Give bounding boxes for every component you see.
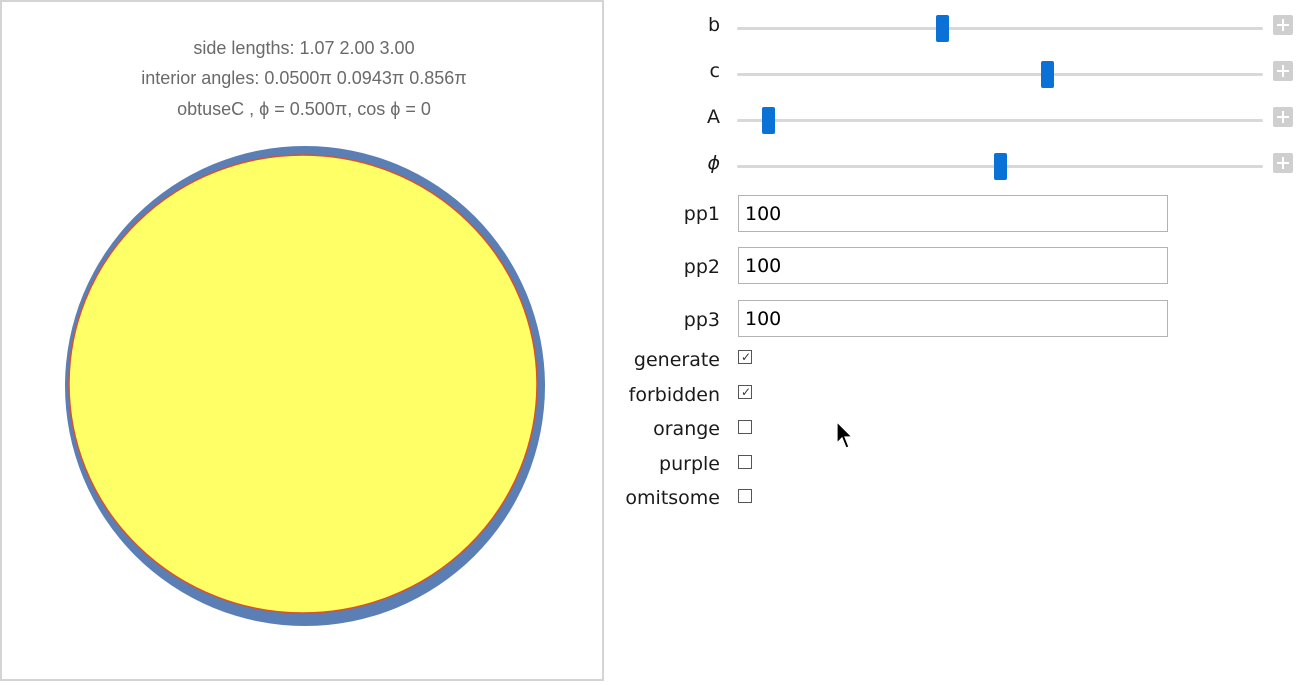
caption-angle-phi: obtuseC , ϕ = 0.500π, cos ϕ = 0 [177, 99, 431, 119]
pp2-input[interactable] [738, 247, 1168, 284]
slider-b-thumb[interactable] [935, 15, 949, 42]
caption-side-lengths: side lengths: 1.07 2.00 3.00 [193, 38, 415, 58]
omitsome-checkbox[interactable] [738, 489, 752, 503]
slider-b-plus-button[interactable] [1273, 15, 1293, 35]
slider-a-label: A [707, 106, 720, 128]
slider-phi-thumb[interactable] [993, 153, 1007, 180]
orange-checkbox[interactable] [738, 420, 752, 434]
slider-c-plus-button[interactable] [1273, 61, 1293, 81]
slider-phi-plus-button[interactable] [1273, 153, 1293, 173]
generate-checkbox[interactable]: ✓ [738, 350, 752, 364]
disk-figure [65, 146, 545, 626]
purple-checkbox[interactable] [738, 455, 752, 469]
check-icon: ✓ [741, 350, 752, 364]
slider-b-track[interactable] [737, 27, 1263, 30]
check-icon: ✓ [741, 385, 752, 399]
mouse-pointer-icon [836, 421, 854, 449]
pp2-label: pp2 [683, 256, 720, 278]
caption-interior-angles: interior angles: 0.0500π 0.0943π 0.856π [141, 68, 467, 88]
omitsome-label: omitsome [625, 487, 720, 509]
slider-a-track[interactable] [737, 119, 1263, 122]
forbidden-label: forbidden [628, 384, 720, 406]
forbidden-checkbox[interactable]: ✓ [738, 385, 752, 399]
purple-label: purple [659, 453, 720, 475]
slider-phi-label: ϕ [707, 152, 720, 174]
slider-c-label: c [709, 60, 720, 82]
slider-a-plus-button[interactable] [1273, 107, 1293, 127]
pp1-label: pp1 [683, 203, 720, 225]
generate-label: generate [633, 349, 720, 371]
slider-c-thumb[interactable] [1040, 61, 1054, 88]
pp3-input[interactable] [738, 300, 1168, 337]
slider-c-track[interactable] [737, 73, 1263, 76]
pp1-input[interactable] [738, 195, 1168, 232]
orange-label: orange [653, 418, 720, 440]
output-panel: side lengths: 1.07 2.00 3.00 interior an… [0, 0, 604, 681]
slider-a-thumb[interactable] [762, 107, 776, 134]
pp3-label: pp3 [683, 309, 720, 331]
slider-b-label: b [707, 14, 720, 36]
disk-fill [68, 154, 538, 614]
